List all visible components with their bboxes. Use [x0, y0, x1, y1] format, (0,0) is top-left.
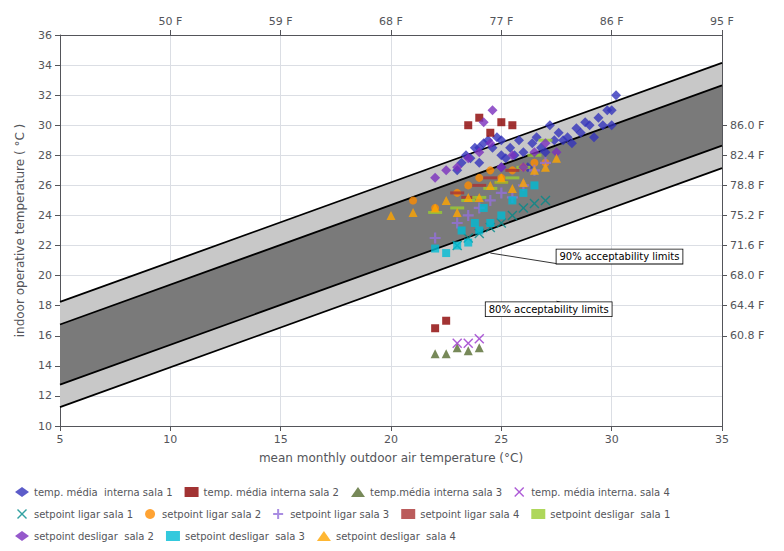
svg-text:95 F: 95 F [710, 15, 734, 28]
svg-text:90% acceptability limits: 90% acceptability limits [560, 251, 680, 262]
svg-text:indoor operative temperature (: indoor operative temperature ( °C ) [13, 124, 27, 338]
svg-text:18: 18 [38, 299, 52, 312]
svg-text:25: 25 [494, 433, 508, 446]
svg-text:16: 16 [38, 329, 52, 342]
svg-text:71.6 F: 71.6 F [730, 239, 764, 252]
svg-text:22: 22 [38, 239, 52, 252]
svg-text:setpoint desligar sala 2: setpoint desligar sala 2 [34, 531, 154, 542]
svg-text:59 F: 59 F [269, 15, 293, 28]
svg-text:12: 12 [38, 389, 52, 402]
svg-text:68 F: 68 F [379, 15, 403, 28]
svg-text:34: 34 [38, 59, 52, 72]
svg-text:60.8 F: 60.8 F [730, 329, 764, 342]
svg-text:80% acceptability limits: 80% acceptability limits [489, 304, 609, 315]
svg-text:20: 20 [384, 433, 398, 446]
svg-text:20: 20 [38, 269, 52, 282]
svg-text:86 F: 86 F [600, 15, 624, 28]
svg-text:28: 28 [38, 149, 52, 162]
svg-text:10: 10 [163, 433, 177, 446]
svg-text:temp. média interna. sala 4: temp. média interna. sala 4 [531, 487, 670, 498]
svg-text:78.8 F: 78.8 F [730, 179, 764, 192]
svg-text:temp.média interna sala 3: temp.média interna sala 3 [370, 487, 502, 498]
svg-text:setpoint desligar sala 1: setpoint desligar sala 1 [550, 509, 670, 520]
svg-text:10: 10 [38, 420, 52, 433]
svg-text:setpoint desligar sala 4: setpoint desligar sala 4 [336, 531, 456, 542]
svg-text:32: 32 [38, 89, 52, 102]
svg-text:50 F: 50 F [158, 15, 182, 28]
svg-text:26: 26 [38, 179, 52, 192]
svg-text:30: 30 [38, 119, 52, 132]
svg-text:30: 30 [605, 433, 619, 446]
svg-text:24: 24 [38, 209, 52, 222]
svg-text:temp. média interna sala 2: temp. média interna sala 2 [204, 487, 339, 498]
svg-text:64.4 F: 64.4 F [730, 299, 764, 312]
svg-text:setpoint ligar sala 4: setpoint ligar sala 4 [420, 509, 519, 520]
svg-text:68.0 F: 68.0 F [730, 269, 764, 282]
svg-text:86.0 F: 86.0 F [730, 119, 764, 132]
svg-text:14: 14 [38, 359, 52, 372]
svg-text:temp. média interna sala 1: temp. média interna sala 1 [34, 487, 173, 498]
svg-text:5: 5 [57, 433, 64, 446]
svg-text:setpoint desligar sala 3: setpoint desligar sala 3 [185, 531, 305, 542]
svg-text:setpoint ligar sala 1: setpoint ligar sala 1 [34, 509, 133, 520]
svg-text:77 F: 77 F [489, 15, 513, 28]
svg-text:35: 35 [715, 433, 729, 446]
svg-text:setpoint ligar sala 3: setpoint ligar sala 3 [290, 509, 389, 520]
svg-text:mean monthly outdoor air tempe: mean monthly outdoor air temperature (°C… [259, 451, 523, 465]
svg-text:setpoint ligar sala 2: setpoint ligar sala 2 [162, 509, 261, 520]
svg-text:75.2 F: 75.2 F [730, 209, 764, 222]
svg-text:15: 15 [274, 433, 288, 446]
svg-text:82.4 F: 82.4 F [730, 149, 764, 162]
svg-text:36: 36 [38, 29, 52, 42]
